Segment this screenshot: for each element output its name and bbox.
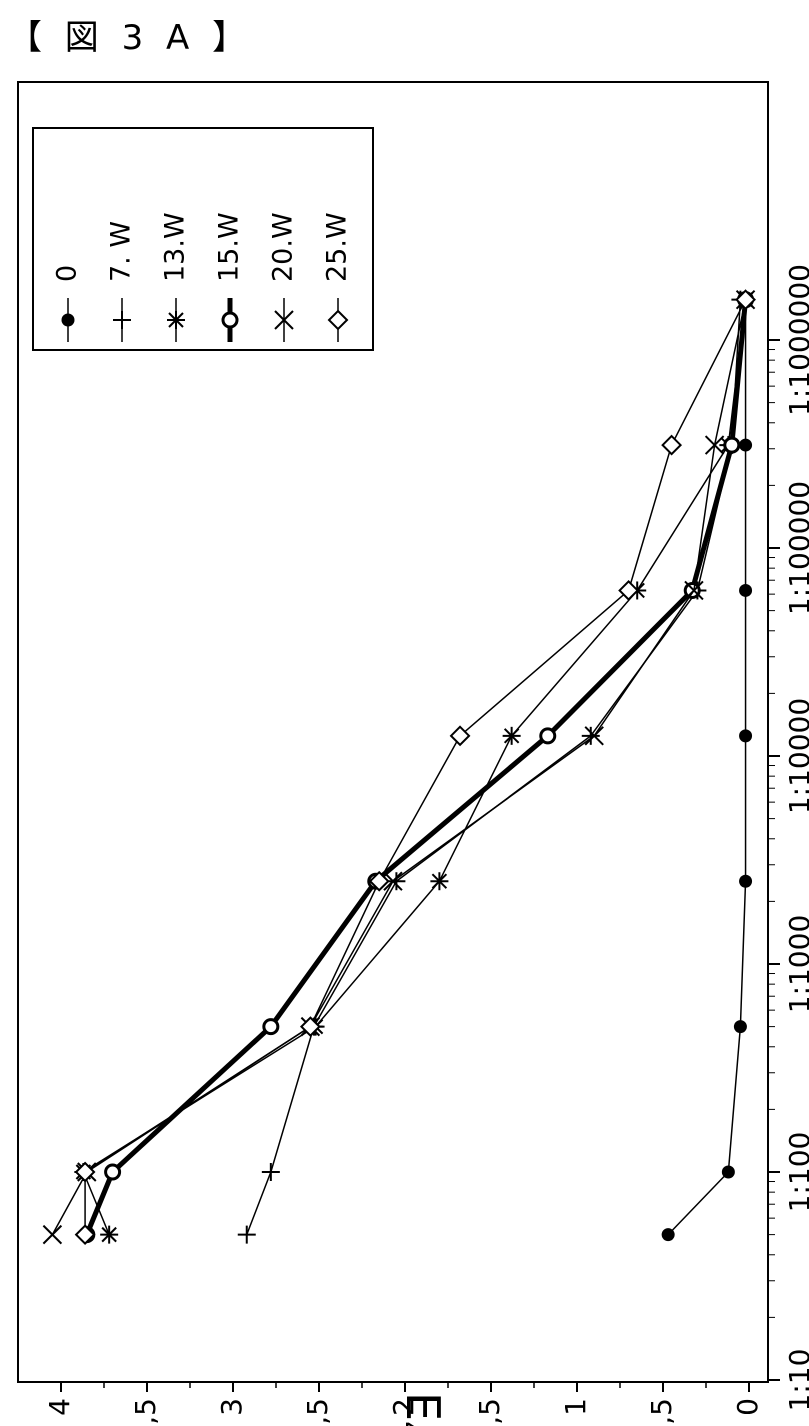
legend-marker (223, 313, 237, 327)
series-line (87, 300, 746, 1235)
value-tick-label: 3 (215, 1398, 248, 1416)
data-point (541, 729, 555, 743)
dilution-tick-label: 1:100000 (783, 481, 809, 615)
dilution-tick-label: 1:10000 (783, 698, 809, 814)
y-axis-title-sub: 490 (394, 1421, 429, 1426)
data-point (43, 1226, 61, 1244)
legend-label: 25.W (322, 212, 353, 282)
series-asterisk (74, 291, 754, 1244)
value-tick-label: 2,5 (301, 1398, 334, 1426)
y-axis-title-main: E (397, 1392, 451, 1421)
dilution-tick-label: 1:1000 (783, 915, 809, 1014)
legend-label: 15.W (214, 212, 245, 282)
value-tick-label: 0 (731, 1398, 764, 1416)
data-point (264, 1020, 278, 1034)
value-tick-label: 3,5 (129, 1398, 162, 1426)
value-tick-label: 1,5 (473, 1398, 506, 1426)
data-point (106, 1165, 120, 1179)
legend-label: 20.W (268, 212, 299, 282)
legend-marker (167, 311, 185, 329)
series-diamond (76, 291, 754, 1244)
legend-label: 0 (52, 265, 83, 282)
legend-item: 15.W (214, 212, 245, 342)
data-point (722, 1166, 735, 1179)
value-tick-label: 1 (559, 1398, 592, 1416)
series-line (83, 300, 745, 1235)
data-point (262, 1163, 280, 1181)
legend-marker (329, 311, 347, 329)
y-axis-title: E490 (394, 1392, 451, 1426)
data-point (685, 583, 699, 597)
legend: 0 7. W 13.W 15.W 20.W 25.W (52, 212, 353, 342)
data-point (76, 1163, 94, 1181)
data-point (100, 1226, 118, 1244)
data-point (739, 729, 752, 742)
legend-marker (113, 311, 131, 329)
series-cross (43, 291, 754, 1244)
data-point (662, 1228, 675, 1241)
data-point (739, 875, 752, 888)
legend-marker (62, 314, 75, 327)
data-point (739, 584, 752, 597)
legend-label: 7. W (106, 221, 137, 282)
value-tick-label: 0,5 (645, 1398, 678, 1426)
legend-label: 13.W (160, 212, 191, 282)
legend-item: 25.W (322, 212, 353, 342)
data-point (734, 1020, 747, 1033)
data-point (430, 872, 448, 890)
series-circle (80, 293, 753, 1242)
dilution-tick-label: 1:1000000 (783, 264, 809, 416)
x-axis: 1:10 1:100 1:1000 1:10000 1:100000 1:1000000 (768, 264, 809, 1411)
series-plus (238, 291, 750, 1244)
data-point (663, 436, 681, 454)
dilution-tick-label: 1:10 (783, 1349, 809, 1412)
data-point (725, 438, 739, 452)
series-dot (662, 293, 752, 1241)
value-tick-label: 4 (43, 1398, 76, 1416)
dilution-tick-label: 1:100 (783, 1132, 809, 1213)
series-layer (43, 291, 754, 1244)
data-point (739, 439, 752, 452)
series-line (85, 300, 745, 1235)
legend-item: 7. W (106, 221, 137, 342)
data-point (238, 1226, 256, 1244)
data-point (503, 727, 521, 745)
legend-item: 13.W (160, 212, 191, 342)
series-line (52, 300, 745, 1235)
legend-item: 0 (52, 265, 83, 342)
legend-item: 20.W (268, 212, 299, 342)
